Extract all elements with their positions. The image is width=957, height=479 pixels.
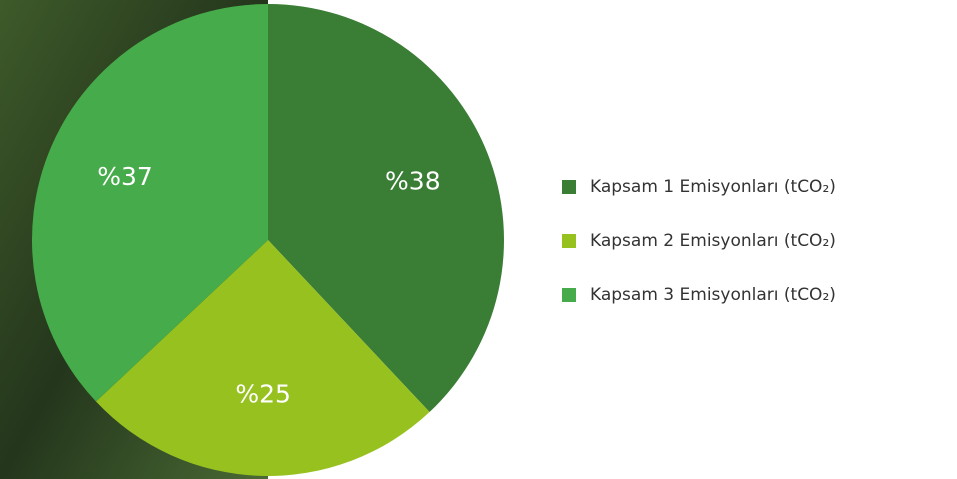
legend-label: Kapsam 2 Emisyonları (tCO₂) [590, 231, 836, 251]
legend-swatch [562, 234, 576, 248]
chart: %38 %25 %37 Kapsam 1 Emisyonları (tCO₂) Kaps… [0, 0, 957, 479]
value-label: %25 [235, 380, 291, 409]
legend-swatch [562, 288, 576, 302]
legend-swatch [562, 180, 576, 194]
value-label: %37 [97, 162, 153, 191]
page: %38 %25 %37 Kapsam 1 Emisyonları (tCO₂) Kaps… [0, 0, 957, 479]
legend-label: Kapsam 3 Emisyonları (tCO₂) [590, 285, 836, 305]
value-label: %38 [385, 167, 441, 196]
legend-label: Kapsam 1 Emisyonları (tCO₂) [590, 177, 836, 197]
